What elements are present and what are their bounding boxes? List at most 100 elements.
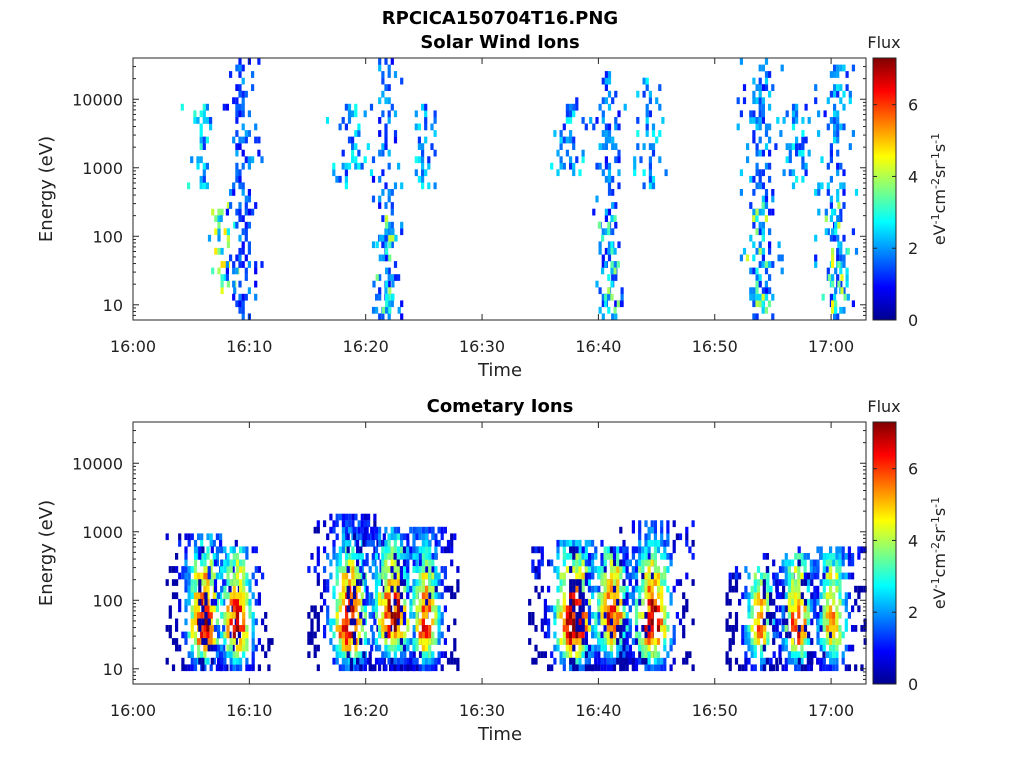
heatmap-cell [619,625,623,632]
heatmap-cell [603,605,607,613]
heatmap-cell [617,182,621,190]
heatmap-cell [251,84,255,91]
heatmap-cell [431,566,435,573]
heatmap-cell [381,71,385,78]
heatmap-cell [425,598,429,606]
heatmap-cell [251,71,255,78]
heatmap-cell [421,175,425,183]
heatmap-cell [835,612,839,619]
heatmap-cell [378,313,382,321]
heatmap-cell [209,612,213,619]
heatmap-cell [604,175,608,183]
heatmap-cell [761,195,765,203]
heatmap-cell [843,293,847,301]
heatmap-cell [691,553,695,560]
heatmap-cell [597,631,601,639]
heatmap-cell [357,618,361,626]
heatmap-cell [232,189,236,196]
heatmap-cell [609,612,614,619]
heatmap-cell [851,559,855,567]
heatmap-cell [746,143,750,150]
heatmap-cell [175,592,179,600]
heatmap-cell [242,559,246,567]
heatmap-cell [406,579,410,586]
heatmap-cell [562,136,566,144]
heatmap-cell [829,644,833,652]
heatmap-cell [409,664,413,672]
heatmap-cell [528,638,532,645]
heatmap-cell [642,169,646,177]
heatmap-cell [409,585,413,593]
heatmap-cell [390,58,394,65]
heatmap-cell [617,241,621,249]
heatmap-cell [836,64,840,72]
heatmap-cell [600,579,604,586]
heatmap-cell [239,598,243,606]
heatmap-cell [203,585,207,593]
heatmap-cell [553,130,557,137]
heatmap-cell [600,559,604,567]
heatmap-cell [232,605,236,613]
heatmap-cell [381,90,385,98]
heatmap-cell [575,566,579,573]
heatmap-cell [613,631,617,639]
heatmap-cell [418,605,422,613]
heatmap-cell [655,136,659,144]
heatmap-cell [837,261,841,268]
heatmap-cell [332,526,336,534]
x-tick-label: 16:30 [459,701,505,720]
heatmap-cell [390,221,394,229]
heatmap-cell [190,579,194,586]
x-tick-label: 16:20 [343,337,389,356]
heatmap-cell [812,592,817,600]
heatmap-cell [672,585,676,593]
heatmap-cell [569,539,573,547]
heatmap-cell [604,97,608,105]
heatmap-cell [656,625,661,632]
heatmap-cell [641,651,645,658]
heatmap-cell [406,533,410,541]
heatmap-cell [784,553,788,560]
heatmap-cell [385,221,389,229]
heatmap-cell [381,625,385,632]
heatmap-cell [797,625,801,632]
heatmap-cell [822,638,826,645]
heatmap-cell [348,657,352,665]
heatmap-cell [768,149,772,157]
heatmap-cell [371,638,375,645]
heatmap-cell [619,526,623,534]
heatmap-cell [171,566,176,573]
heatmap-cell [559,130,563,137]
heatmap-cell [647,638,651,645]
heatmap-cell [338,638,342,645]
heatmap-cell [540,651,544,658]
heatmap-cell [184,618,188,626]
heatmap-cell [417,136,421,144]
heatmap-cell [384,539,388,547]
heatmap-cell [749,287,753,295]
heatmap-cell [384,651,388,658]
heatmap-cell [817,130,821,137]
x-tick-label: 16:20 [343,701,389,720]
heatmap-cell [607,169,612,177]
heatmap-cell [569,631,573,639]
heatmap-cell [241,136,245,144]
heatmap-cell [354,553,358,560]
heatmap-cell [242,579,246,586]
heatmap-cell [562,618,566,626]
heatmap-cell [660,579,664,586]
heatmap-cell [402,612,407,619]
heatmap-cell [764,195,769,203]
heatmap-cell [762,644,766,652]
heatmap-cell [367,513,371,521]
heatmap-cell [597,221,601,229]
heatmap-cell [384,526,388,534]
heatmap-cell [600,553,604,560]
heatmap-cell [691,664,695,672]
heatmap-cell [428,553,432,560]
heatmap-cell [725,592,729,600]
heatmap-cell [838,625,842,632]
heatmap-cell [528,612,532,619]
heatmap-cell [323,566,327,573]
heatmap-cell [428,631,432,639]
